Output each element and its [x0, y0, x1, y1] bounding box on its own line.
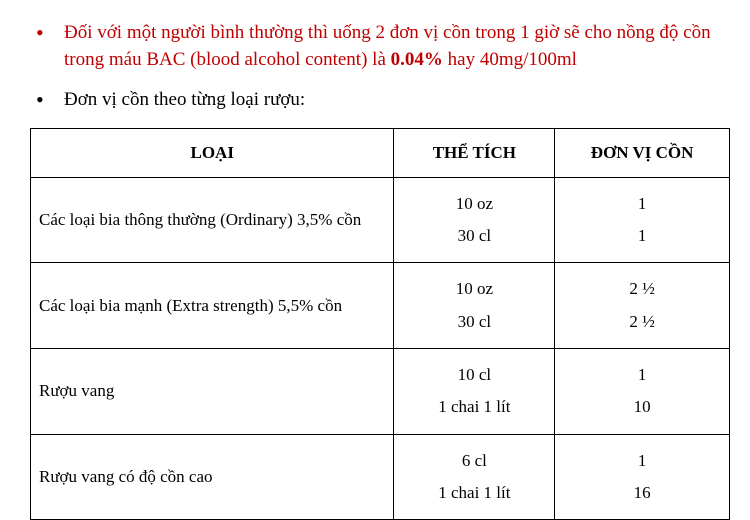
cell-volume-line: 1 chai 1 lít: [402, 477, 546, 509]
bullet-red-text-suffix: hay 40mg/100ml: [443, 49, 577, 70]
bullet-list: Đối với một người bình thường thì uống 2…: [18, 20, 732, 114]
bullet-black-text: Đơn vị cồn theo từng loại rượu:: [64, 89, 305, 110]
cell-type: Các loại bia mạnh (Extra strength) 5,5% …: [31, 263, 394, 349]
col-header-volume: THỂ TÍCH: [394, 128, 555, 177]
cell-units-line: 2 ½: [563, 306, 721, 338]
cell-units-line: 2 ½: [563, 273, 721, 305]
cell-volume-line: 6 cl: [402, 445, 546, 477]
table-row: Các loại bia thông thường (Ordinary) 3,5…: [31, 177, 730, 263]
cell-units: 2 ½ 2 ½: [555, 263, 730, 349]
cell-volume: 10 oz 30 cl: [394, 177, 555, 263]
cell-volume: 10 oz 30 cl: [394, 263, 555, 349]
cell-units-line: 1: [563, 445, 721, 477]
cell-volume-line: 10 cl: [402, 359, 546, 391]
cell-units: 1 1: [555, 177, 730, 263]
cell-volume-line: 30 cl: [402, 306, 546, 338]
cell-volume-line: 30 cl: [402, 220, 546, 252]
bullet-red-text-prefix: Đối với một người bình thường thì uống 2…: [64, 22, 711, 70]
col-header-type: LOẠI: [31, 128, 394, 177]
cell-volume-line: 10 oz: [402, 273, 546, 305]
cell-volume-line: 1 chai 1 lít: [402, 391, 546, 423]
cell-units-line: 16: [563, 477, 721, 509]
table-row: Các loại bia mạnh (Extra strength) 5,5% …: [31, 263, 730, 349]
table-row: Rượu vang 10 cl 1 chai 1 lít 1 10: [31, 348, 730, 434]
table-header-row: LOẠI THỂ TÍCH ĐƠN VỊ CỒN: [31, 128, 730, 177]
cell-units: 1 10: [555, 348, 730, 434]
cell-units-line: 1: [563, 188, 721, 220]
col-header-units: ĐƠN VỊ CỒN: [555, 128, 730, 177]
cell-type: Các loại bia thông thường (Ordinary) 3,5…: [31, 177, 394, 263]
bullet-red-bold: 0.04%: [391, 49, 443, 70]
bullet-red: Đối với một người bình thường thì uống 2…: [30, 20, 732, 73]
cell-volume: 10 cl 1 chai 1 lít: [394, 348, 555, 434]
bullet-black: Đơn vị cồn theo từng loại rượu:: [30, 87, 732, 114]
cell-units-line: 10: [563, 391, 721, 423]
cell-type: Rượu vang: [31, 348, 394, 434]
cell-units-line: 1: [563, 220, 721, 252]
alcohol-units-table: LOẠI THỂ TÍCH ĐƠN VỊ CỒN Các loại bia th…: [30, 128, 730, 520]
cell-volume-line: 10 oz: [402, 188, 546, 220]
cell-units-line: 1: [563, 359, 721, 391]
